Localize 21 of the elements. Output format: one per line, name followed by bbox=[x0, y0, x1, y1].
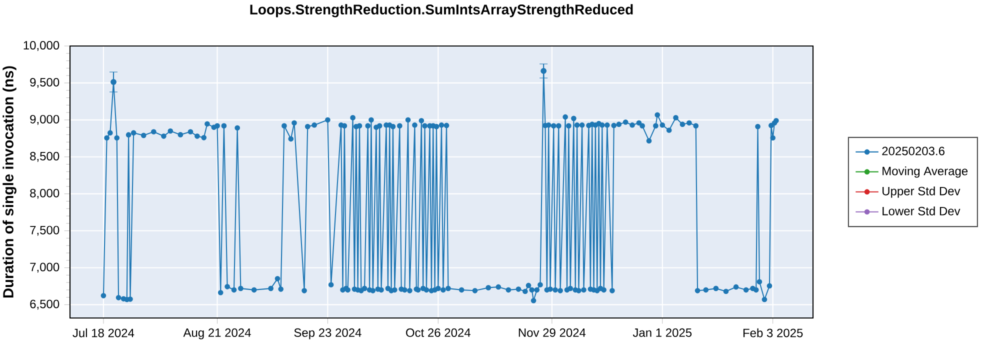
legend-label: Lower Std Dev bbox=[882, 206, 960, 216]
y-tick-label: 6,500 bbox=[30, 300, 60, 310]
legend-label: Moving Average bbox=[882, 166, 968, 178]
x-tick-label: Aug 21 2024 bbox=[183, 328, 251, 340]
x-tick-label: Feb 3 2025 bbox=[743, 328, 803, 338]
chart-title: Loops.StrengthReduction.SumIntsArrayStrengthReduced bbox=[250, 4, 633, 18]
legend-label: 20250203.6 bbox=[882, 146, 944, 156]
y-axis-title: Duration of single invocation (ns) bbox=[2, 66, 16, 298]
y-tick-label: 9,500 bbox=[30, 78, 60, 88]
y-tick-label: 9,000 bbox=[30, 114, 60, 125]
y-tick-label: 7,500 bbox=[30, 226, 60, 236]
x-tick-label: Sep 23 2024 bbox=[294, 328, 362, 340]
x-tick-label: Nov 29 2024 bbox=[518, 328, 586, 337]
x-tick-label: Jul 18 2024 bbox=[72, 328, 134, 338]
x-tick-label: Oct 26 2024 bbox=[406, 328, 470, 337]
y-tick-label: 10,000 bbox=[24, 41, 60, 51]
y-tick-label: 8,500 bbox=[30, 152, 60, 162]
legend-label: Upper Std Dev bbox=[882, 186, 960, 198]
x-tick-label: Jan 1 2025 bbox=[632, 328, 692, 337]
y-tick-label: 7,000 bbox=[30, 262, 60, 273]
y-tick-label: 8,000 bbox=[30, 188, 60, 199]
